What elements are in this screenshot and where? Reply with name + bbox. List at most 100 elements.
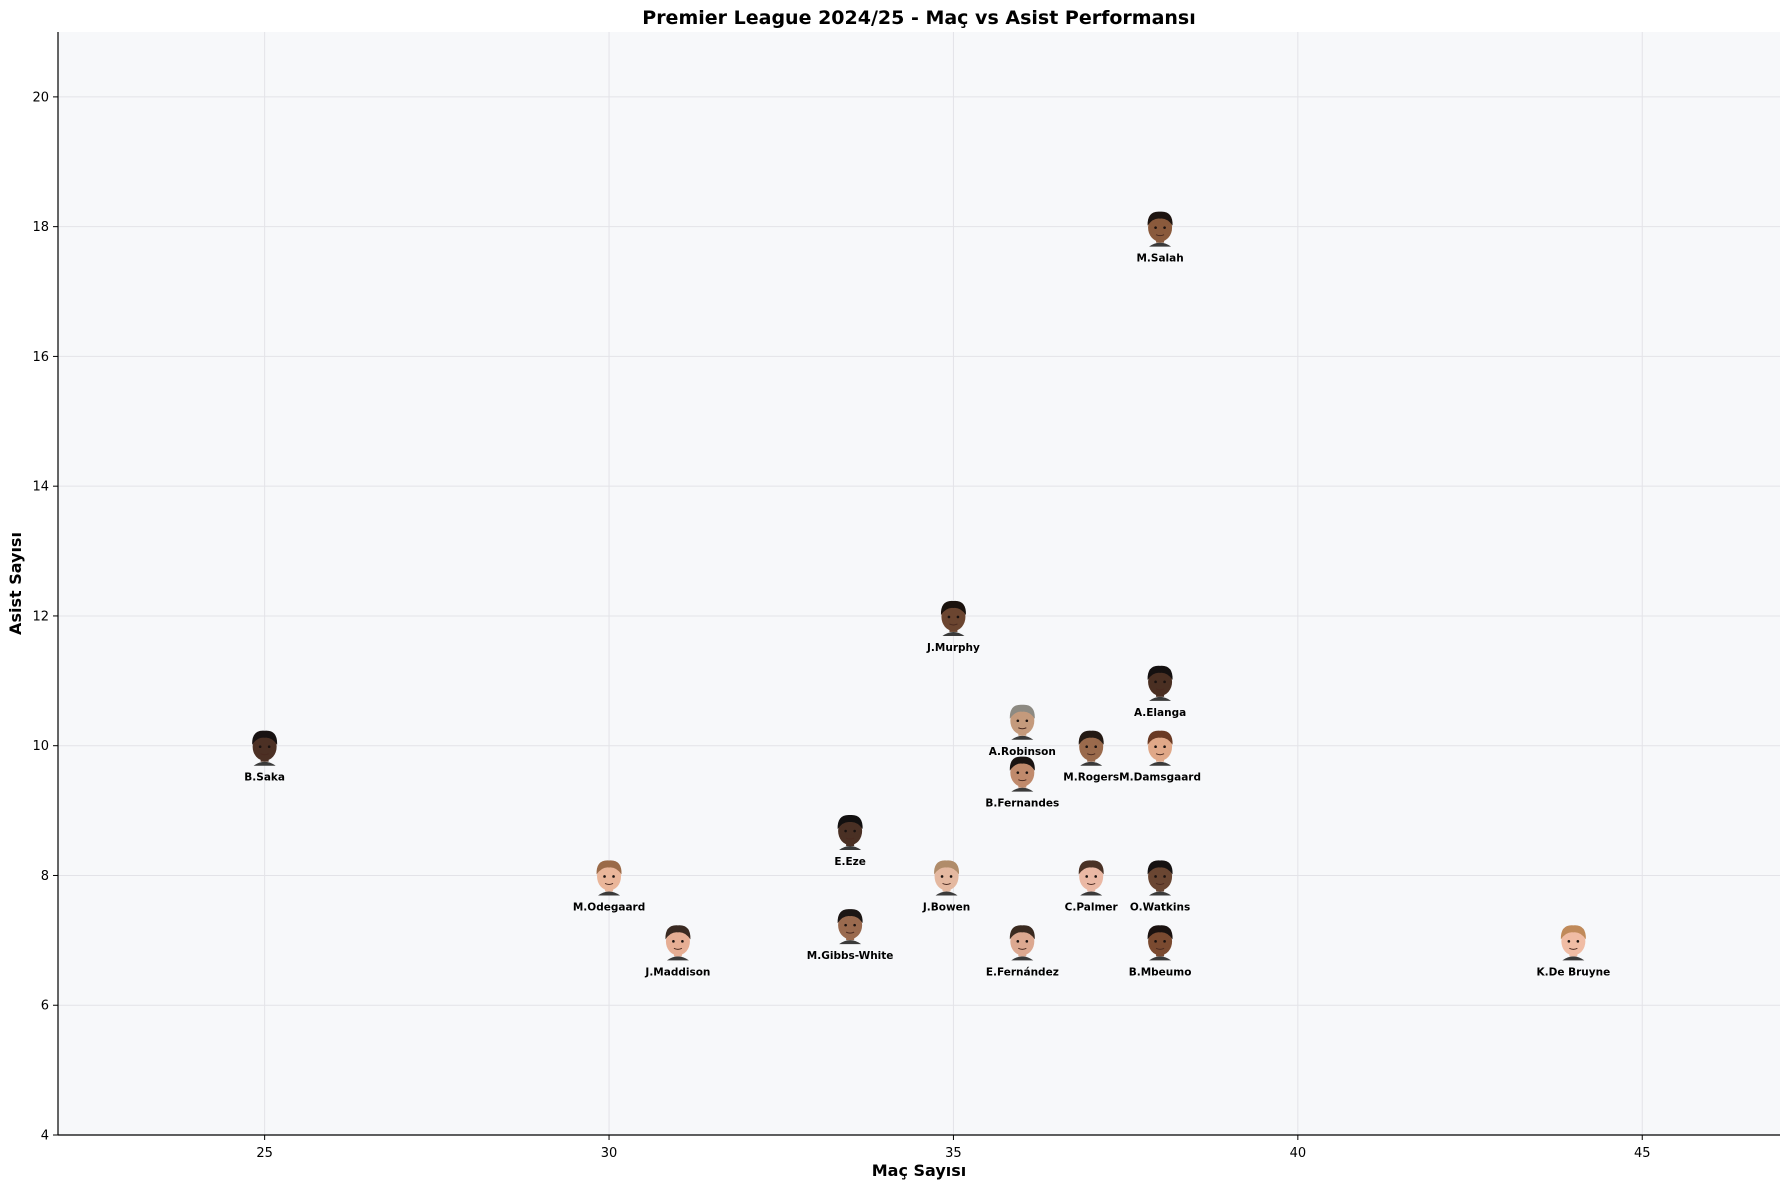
player-face: [1148, 927, 1173, 956]
point-label: K.De Bruyne: [1537, 966, 1611, 978]
player-hair: [1147, 860, 1173, 875]
player-eye: [1016, 719, 1020, 723]
data-point: J.Bowen: [922, 860, 970, 913]
player-mouth: [1155, 234, 1165, 237]
player-mouth: [1086, 883, 1096, 885]
player-mouth: [1018, 779, 1027, 782]
y-tick-label: 10: [32, 739, 49, 754]
data-point: J.Murphy: [926, 600, 980, 654]
point-label: M.Damsgaard: [1119, 772, 1201, 784]
player-shirt: [1149, 242, 1172, 247]
player-hair: [665, 925, 691, 940]
player-face: [934, 862, 959, 891]
player-face: [1148, 213, 1173, 242]
player-eye: [1163, 226, 1166, 229]
player-mouth: [845, 931, 855, 934]
y-axis-label: Asist Sayısı: [6, 532, 25, 635]
x-tick-label: 25: [256, 1146, 273, 1161]
player-shirt: [1149, 696, 1172, 701]
player-eye: [1154, 680, 1157, 684]
player-eye: [267, 745, 271, 749]
point-label: J.Maddison: [644, 966, 710, 978]
point-label: J.Bowen: [922, 901, 970, 913]
data-point: E.Fernández: [986, 925, 1059, 978]
chart-title: Premier League 2024/25 - Maç vs Asist Pe…: [642, 7, 1195, 29]
player-eye: [1025, 771, 1029, 774]
y-tick-label: 18: [32, 220, 49, 235]
player-face: [252, 732, 277, 761]
x-axis-label: Maç Sayısı: [872, 1161, 967, 1180]
player-face: [597, 862, 622, 891]
data-point: O.Watkins: [1130, 860, 1190, 913]
player-shirt: [1562, 956, 1585, 961]
player-face: [941, 602, 966, 631]
player-eye: [947, 615, 951, 619]
player-shirt: [1011, 735, 1034, 740]
point-label: A.Elanga: [1134, 707, 1186, 719]
player-hair: [940, 600, 966, 615]
x-tick-label: 40: [1290, 1146, 1307, 1161]
player-mouth: [1155, 688, 1165, 691]
point-label: M.Salah: [1136, 253, 1183, 265]
player-shirt: [839, 940, 862, 945]
player-eye: [956, 615, 960, 619]
tick-labels: 25 30 35 40 45 4 6 8 10 12 14 16 18 20: [32, 90, 1650, 1161]
player-face: [838, 911, 863, 940]
player-mouth: [845, 837, 855, 840]
player-eye: [681, 940, 684, 943]
point-label: E.Eze: [834, 856, 866, 868]
player-eye: [1025, 719, 1029, 723]
data-point: E.Eze: [834, 814, 866, 868]
player-shirt: [666, 956, 689, 961]
data-point: B.Fernandes: [985, 756, 1059, 810]
player-shirt: [1149, 891, 1172, 896]
x-tick-label: 35: [945, 1146, 962, 1161]
player-eye: [949, 875, 953, 878]
player-eye: [853, 923, 856, 927]
x-tick-label: 30: [601, 1146, 618, 1161]
player-mouth: [604, 883, 614, 885]
player-eye: [1163, 745, 1166, 749]
player-hair: [1560, 925, 1586, 940]
data-point: A.Elanga: [1134, 665, 1186, 719]
player-hair: [596, 860, 622, 875]
data-point: J.Maddison: [644, 925, 710, 978]
player-face: [1148, 862, 1173, 891]
player-shirt: [253, 761, 276, 766]
player-face: [1561, 927, 1586, 956]
player-eye: [1094, 745, 1097, 749]
y-tick-label: 4: [41, 1129, 49, 1144]
point-label: M.Gibbs-White: [807, 950, 894, 962]
y-tick-label: 12: [32, 609, 49, 624]
axes: [53, 32, 1780, 1140]
player-shirt: [935, 891, 958, 896]
player-eye: [612, 875, 615, 878]
player-eye: [844, 923, 847, 927]
data-point: M.Odegaard: [573, 860, 645, 913]
player-shirt: [942, 631, 965, 636]
player-mouth: [1569, 947, 1578, 950]
player-shirt: [1149, 956, 1172, 961]
player-eye: [672, 940, 675, 943]
player-face: [1010, 927, 1035, 956]
player-hair: [1147, 730, 1173, 745]
player-hair: [1147, 925, 1173, 940]
player-eye: [844, 829, 847, 833]
data-point: M.Gibbs-White: [807, 909, 894, 962]
y-tick-label: 6: [41, 999, 49, 1014]
player-eye: [258, 745, 262, 749]
player-mouth: [1018, 727, 1027, 730]
player-mouth: [260, 753, 269, 756]
player-eye: [603, 875, 606, 878]
player-mouth: [1155, 753, 1165, 756]
point-label: J.Murphy: [926, 642, 980, 654]
player-eye: [1154, 226, 1157, 229]
data-point: B.Saka: [244, 730, 285, 784]
data-point: M.Rogers: [1063, 730, 1119, 784]
player-hair: [1147, 665, 1173, 680]
player-mouth: [949, 623, 958, 626]
point-label: E.Fernández: [986, 966, 1059, 978]
player-shirt: [1080, 761, 1103, 766]
player-eye: [1154, 940, 1157, 943]
point-label: C.Palmer: [1065, 901, 1119, 913]
